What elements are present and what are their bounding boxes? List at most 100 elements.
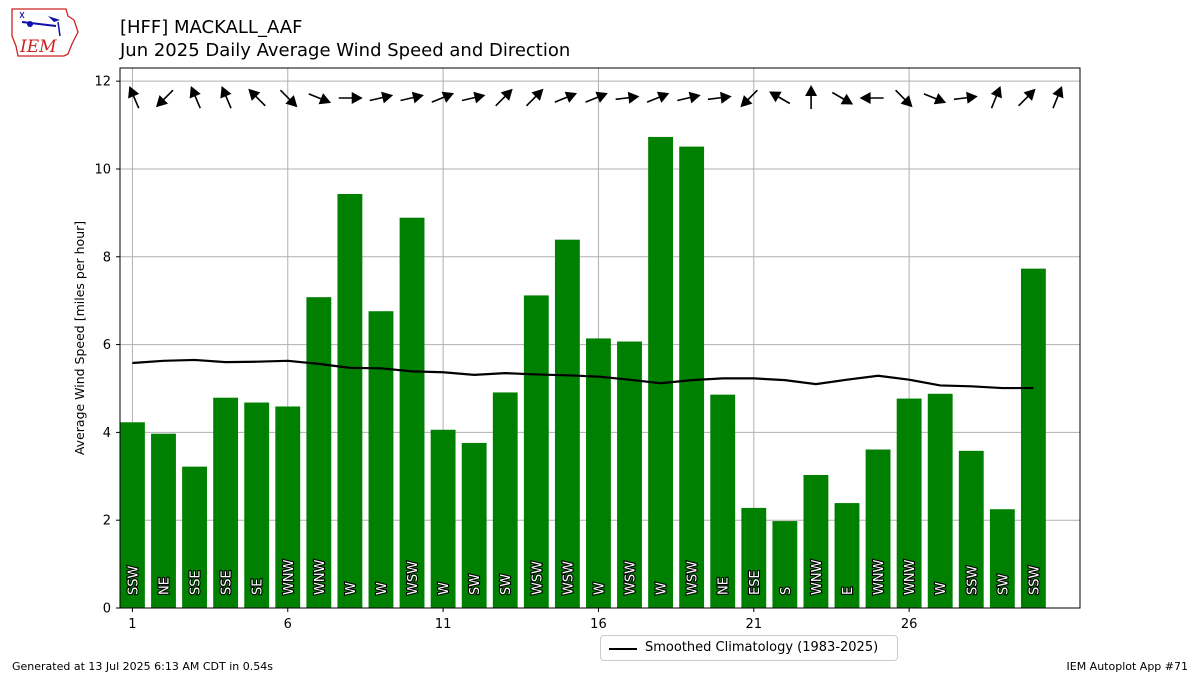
bar-day-24 xyxy=(834,503,860,608)
bar-day-1 xyxy=(120,422,145,608)
wind-arrow-25 xyxy=(859,92,884,104)
direction-label-day-23: WNW xyxy=(810,559,825,595)
wind-arrow-2 xyxy=(155,89,174,108)
wind-arrow-5 xyxy=(248,88,266,107)
bar-day-23 xyxy=(803,474,829,608)
bar-day-4 xyxy=(213,397,239,608)
wind-arrow-22 xyxy=(769,91,791,105)
wind-arrow-30 xyxy=(1018,88,1036,107)
x-tick-label-2: 11 xyxy=(435,617,452,632)
wind-arrow-6 xyxy=(279,89,298,108)
y-tick-label-2: 4 xyxy=(103,426,111,441)
wind-arrow-24 xyxy=(831,91,854,105)
direction-label-day-21: ESE xyxy=(748,570,763,595)
bar-day-16 xyxy=(586,338,611,608)
bar-day-14 xyxy=(523,295,549,608)
direction-label-day-20: NE xyxy=(717,577,732,595)
bar-day-15 xyxy=(554,239,580,608)
y-tick-label-3: 6 xyxy=(103,338,111,353)
bar-day-19 xyxy=(679,146,705,608)
direction-label-day-5: SE xyxy=(251,579,266,595)
wind-arrow-28 xyxy=(953,91,978,104)
direction-label-day-30: SSW xyxy=(1027,565,1042,595)
x-tick-label-1: 6 xyxy=(284,617,292,632)
direction-label-day-13: SW xyxy=(499,574,514,595)
wind-arrow-4 xyxy=(220,86,232,109)
chart-title: [HFF] MACKALL_AAF xyxy=(120,17,303,38)
bar-day-20 xyxy=(710,394,736,608)
direction-label-day-2: NE xyxy=(157,577,172,595)
wind-arrow-12 xyxy=(461,91,486,104)
app-credit: IEM Autoplot App #71 xyxy=(1066,660,1189,673)
wind-arrow-8 xyxy=(338,92,363,104)
direction-label-day-7: WNW xyxy=(313,559,328,595)
bar-day-21 xyxy=(741,507,767,608)
bar-day-30 xyxy=(1020,268,1046,608)
direction-label-day-15: WSW xyxy=(561,561,576,595)
bar-day-28 xyxy=(958,450,984,608)
bar-day-17 xyxy=(617,341,642,608)
bar-day-27 xyxy=(927,393,953,608)
bar-day-10 xyxy=(399,217,425,608)
y-tick-label-6: 12 xyxy=(94,75,111,90)
wind-arrow-14 xyxy=(525,88,544,107)
direction-label-day-6: WNW xyxy=(282,559,297,595)
bar-day-12 xyxy=(461,442,487,608)
plot-frame xyxy=(119,67,1081,609)
direction-label-day-24: E xyxy=(841,587,856,595)
bar-day-8 xyxy=(337,194,363,608)
x-tick-label-5: 26 xyxy=(901,617,918,632)
bar-day-6 xyxy=(275,406,301,608)
wind-arrow-27 xyxy=(923,93,947,105)
bar-day-2 xyxy=(151,433,176,608)
direction-label-day-12: SW xyxy=(468,574,483,595)
wind-arrow-17 xyxy=(615,91,640,104)
direction-label-day-28: SSW xyxy=(965,565,980,595)
bar-day-22 xyxy=(772,521,798,608)
wind-arrow-15 xyxy=(554,91,578,103)
y-axis-label: Average Wind Speed [miles per hour] xyxy=(72,221,87,455)
direction-label-day-19: WSW xyxy=(686,561,701,595)
bar-day-26 xyxy=(896,398,922,608)
legend-climatology-label: Smoothed Climatology (1983-2025) xyxy=(645,640,879,655)
wind-arrow-20 xyxy=(707,91,732,104)
wind-arrow-10 xyxy=(400,91,424,104)
wind-arrow-29 xyxy=(990,85,1002,109)
y-tick-label-0: 0 xyxy=(103,602,111,617)
direction-label-day-17: WSW xyxy=(624,561,639,595)
wind-arrow-21 xyxy=(740,89,758,108)
direction-label-day-8: W xyxy=(344,582,359,595)
climatology-line xyxy=(132,358,1034,390)
iem-logo: IEM xyxy=(11,8,79,57)
x-tick-label-0: 1 xyxy=(128,617,136,632)
generated-timestamp: Generated at 13 Jul 2025 6:13 AM CDT in … xyxy=(12,660,273,673)
legend: Smoothed Climatology (1983-2025) xyxy=(600,635,898,661)
logo-text: IEM xyxy=(19,37,57,57)
direction-label-day-9: W xyxy=(375,582,390,595)
bar-day-11 xyxy=(430,429,456,608)
direction-label-day-22: S xyxy=(779,587,794,595)
direction-label-day-1: SSW xyxy=(126,565,141,595)
wind-arrow-1 xyxy=(128,86,140,109)
wind-arrow-9 xyxy=(369,91,394,104)
bar-day-9 xyxy=(368,311,394,608)
y-tick-label-5: 10 xyxy=(94,162,111,177)
direction-label-day-3: SSE xyxy=(189,570,204,595)
bar-day-7 xyxy=(306,297,332,608)
wind-arrow-11 xyxy=(431,91,455,103)
direction-label-day-29: SW xyxy=(996,574,1011,595)
direction-label-day-26: WNW xyxy=(903,559,918,595)
direction-label-day-10: WSW xyxy=(406,561,421,595)
bar-day-18 xyxy=(648,136,674,609)
bars xyxy=(120,136,1046,609)
direction-label-day-18: W xyxy=(655,582,670,595)
direction-label-day-11: W xyxy=(437,582,452,595)
x-tick-label-3: 16 xyxy=(590,617,607,632)
wind-arrow-3 xyxy=(189,86,201,109)
wind-arrow-23 xyxy=(805,85,818,109)
direction-label-day-25: WNW xyxy=(872,559,887,595)
legend-climatology-swatch xyxy=(609,648,637,650)
bar-day-5 xyxy=(244,402,270,608)
